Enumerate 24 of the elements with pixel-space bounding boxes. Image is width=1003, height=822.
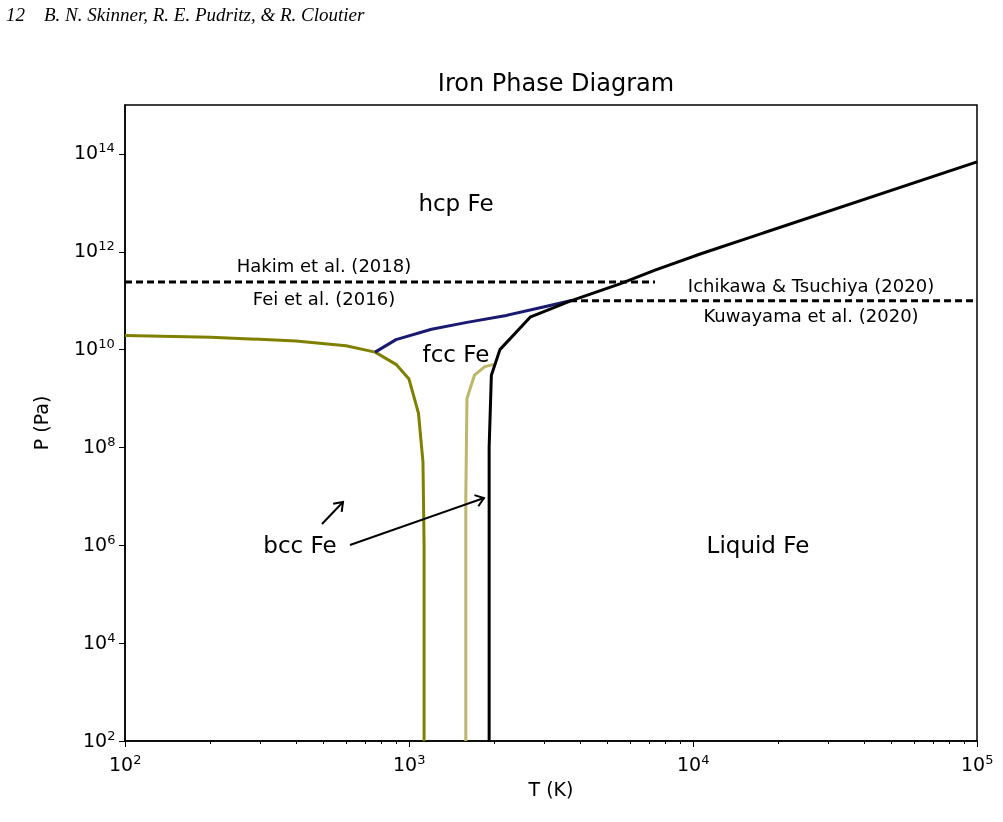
x-tick-label: 10$^{3}$ (393, 752, 426, 776)
y-tick-label: 10$^{12}$ (74, 238, 115, 262)
annotation: bcc Fe (263, 532, 337, 558)
annotation: Kuwayama et al. (2020) (703, 304, 919, 326)
y-tick-label: 10$^{8}$ (83, 433, 116, 458)
y-tick-label: 10$^{10}$ (74, 336, 115, 360)
annotation: Ichikawa & Tsuchiya (2020) (687, 274, 935, 296)
x-tick-label: 10$^{4}$ (677, 752, 710, 776)
line-series (464, 362, 496, 743)
annotation: fcc Fe (422, 341, 490, 367)
x-tick-label: 10$^{2}$ (109, 752, 142, 776)
chart-title: Iron Phase Diagram (437, 69, 675, 97)
annotation: Liquid Fe (706, 532, 810, 558)
y-axis-title: P (Pa) (29, 395, 52, 451)
annotation: Fei et al. (2016) (252, 287, 396, 309)
x-tick-label: 10$^{5}$ (961, 752, 994, 776)
y-tick-label: 10$^{6}$ (83, 531, 116, 556)
text: 12 B. N. Skinner, R. E. Pudritz, & R. Cloutier (6, 4, 365, 26)
annotation: hcp Fe (418, 190, 494, 216)
x-axis-title: T (K) (527, 777, 574, 800)
y-tick-label: 10$^{2}$ (83, 727, 116, 751)
y-tick-label: 10$^{14}$ (74, 140, 115, 164)
y-tick-label: 10$^{4}$ (83, 629, 116, 653)
annotation: Hakim et al. (2018) (236, 254, 412, 276)
